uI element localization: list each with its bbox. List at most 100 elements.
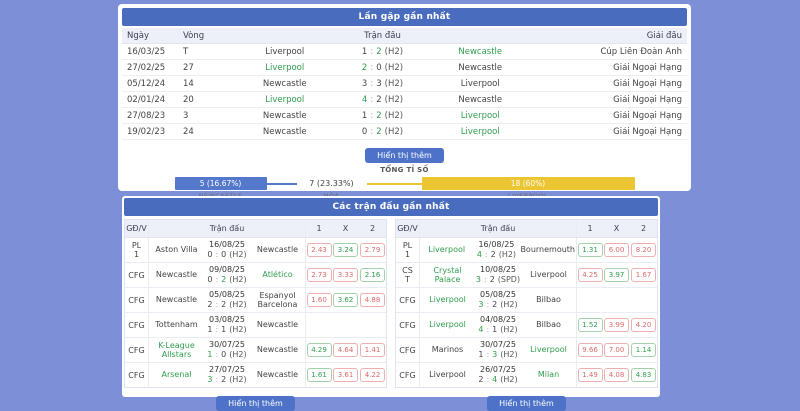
show-more-button[interactable]: Hiển thị thêm [216,396,295,411]
round-number: 27 [183,62,194,73]
h2h-match-row[interactable]: 19/02/23 24 Newcastle 0:2 (H2) Liverpool Giải … [122,124,687,140]
away-team: Newcastle [256,345,299,355]
odd-home-cell: 4.25 [576,263,603,287]
column-round: Vòng [183,30,205,41]
recent-match-row[interactable]: CFG Liverpool 04/08/25 4:1 (H2) Bilbao 1.52 3.9… [396,313,657,338]
draw-count: 7 (23.33%) [309,179,354,188]
score-cell: 1:2 (H2) [337,111,429,121]
odds-value: 3.97 [604,268,629,282]
show-more-button[interactable]: Hiển thị thêm [365,148,444,163]
home-team: Newcastle [155,295,198,305]
recent-match-row[interactable]: CFG Tottenham 03/08/25 1:1 (H2) Newcastle [125,313,386,338]
home-team: Liverpool [429,320,466,330]
score: 4:2 (H2) [476,250,517,259]
odd-draw-cell: 3.99 [603,313,630,337]
odds-value: 3.99 [604,318,629,332]
odds-value: 6.00 [604,243,629,257]
recent-match-row[interactable]: CFG K-League Allstars 30/07/25 1:0 (H2) Newca… [125,338,386,363]
score: 3:2 (SPD) [475,275,521,284]
odds-value: 2.43 [306,243,332,257]
h2h-match-row[interactable]: 27/02/25 27 Liverpool 2:0 (H2) Newcastle Giải … [122,60,687,76]
date-and-score: 09/08/25 0:2 (H2) [204,265,250,285]
recent-section-title: Các trận đấu gần nhất [124,198,658,216]
h2h-match-row[interactable]: 27/08/23 3 Newcastle 1:2 (H2) Liverpool Giải N… [122,108,687,124]
date-and-score: 05/08/25 2:2 (H2) [204,290,250,310]
h2h-match-row[interactable]: 16/03/25 T Liverpool 1:2 (H2) Newcastle Cúp Li… [122,44,687,60]
home-team: K-League Allstars [158,340,195,360]
odd-away-cell: 4.22 [359,363,386,387]
recent-match-row[interactable]: CS T Crystal Palace 10/08/25 3:2 (SPD) Liverpo… [396,263,657,288]
score-cell: 0:2 (H2) [337,127,429,137]
score: 1:1 (H2) [207,325,247,334]
odds-value: 4.88 [360,293,385,307]
competition-round: CFG [125,263,149,287]
league-name: Giải Ngoại Hạng [613,94,682,105]
date-and-score: 05/08/25 3:2 (H2) [475,290,521,310]
recent-match-row[interactable]: CFG Newcastle 09/08/25 0:2 (H2) Atlético 2.73 3… [125,263,386,288]
odds-value: 4.25 [577,268,603,282]
total-score-title: TỔNG TỈ SỐ [380,166,429,174]
recent-match-row[interactable]: CFG Marinos 30/07/25 1:3 (H2) Liverpool 9.66 7.… [396,338,657,363]
home-team: Liverpool [265,94,305,105]
match-date: 27/08/23 [127,110,166,121]
odds-value: 2.16 [360,268,385,282]
odds-value: 2.73 [306,268,332,282]
odd-draw-cell: 3.61 [332,363,359,387]
home-team: Liverpool [429,370,466,380]
column-match: Trận đấu [364,30,401,41]
league-name: Giải Ngoại Hạng [613,126,682,137]
h2h-match-row[interactable]: 05/12/24 14 Newcastle 3:3 (H2) Liverpool Giải … [122,76,687,92]
date-and-score: 27/07/25 3:2 (H2) [204,365,250,385]
newcastle-recent-panel: GĐ/V Trận đấu 1 X 2 PL 1 Aston Villa 16/08/… [124,219,387,411]
competition-round: PL 1 [396,238,420,262]
recent-match-row[interactable]: PL 1 Liverpool 16/08/25 4:2 (H2) Bournemouth 1.… [396,238,657,263]
recent-match-row[interactable]: CFG Arsenal 27/07/25 3:2 (H2) Newcastle 1.61 3.… [125,363,386,387]
odd-home-cell: 2.73 [305,263,332,287]
away-team: Milan [537,370,560,380]
column-match: Trận đấu [480,224,516,233]
recent-table-header: GĐ/V Trận đấu 1 X 2 [125,220,386,238]
home-team: Newcastle [155,270,198,280]
h2h-section: Lần gặp gần nhất Ngày Vòng Trận đấu Giải… [118,4,691,200]
column-away-odds: 2 [640,224,647,233]
away-team: Espanyol Barcelona [257,290,298,310]
column-away-odds: 2 [369,224,376,233]
league-name: Giải Ngoại Hạng [613,62,682,73]
odd-home-cell: 1.52 [576,313,603,337]
column-home-odds: 1 [305,220,332,237]
score: 2:0 (H2) [361,62,404,73]
odds-value: 3.61 [333,368,358,382]
show-more-button[interactable]: Hiển thị thêm [487,396,566,411]
newcastle-recent-rows: PL 1 Aston Villa 16/08/25 0:0 (H2) Newcastle 2.… [125,238,386,387]
liverpool-wins-bar: 18 (60%) [421,177,635,190]
league-name: Cúp Liên Đoàn Anh [600,46,682,57]
date-and-score: 04/08/25 4:1 (H2) [475,315,521,335]
match-date: 16/03/25 [127,46,166,57]
odd-draw-cell: 4.64 [332,338,359,362]
odd-draw-cell: 4.08 [603,363,630,387]
score: 3:3 (H2) [361,78,404,89]
h2h-match-row[interactable]: 02/01/24 20 Liverpool 4:2 (H2) Newcastle Giải … [122,92,687,108]
home-team: Marinos [431,345,464,355]
odd-away-cell: 2.79 [359,238,386,262]
odd-draw-cell: 3.24 [332,238,359,262]
odd-draw-cell: 3.33 [332,263,359,287]
date-and-score: 26/07/25 2:4 (H2) [475,365,521,385]
odds-value: 8.20 [631,243,656,257]
score: 1:2 (H2) [361,46,404,57]
round-number: 14 [183,78,194,89]
recent-match-row[interactable]: CFG Liverpool 05/08/25 3:2 (H2) Bilbao [396,288,657,313]
round-number: 24 [183,126,194,137]
odd-draw-cell [603,288,630,312]
competition-round: PL 1 [125,238,149,262]
newcastle-wins-bar: 5 (16.67%) [174,177,267,190]
recent-match-row[interactable]: CFG Liverpool 26/07/25 2:4 (H2) Milan 1.49 4.08… [396,363,657,387]
recent-match-row[interactable]: PL 1 Aston Villa 16/08/25 0:0 (H2) Newcastle 2.… [125,238,386,263]
away-team: Newcastle [256,370,299,380]
odds-value: 1.41 [360,343,385,357]
recent-match-row[interactable]: CFG Newcastle 05/08/25 2:2 (H2) Espanyol Barc… [125,288,386,313]
competition-round: CFG [396,313,420,337]
odds-value: 2.79 [360,243,385,257]
away-team: Newcastle [458,46,503,57]
column-competition: GĐ/V [396,220,420,237]
